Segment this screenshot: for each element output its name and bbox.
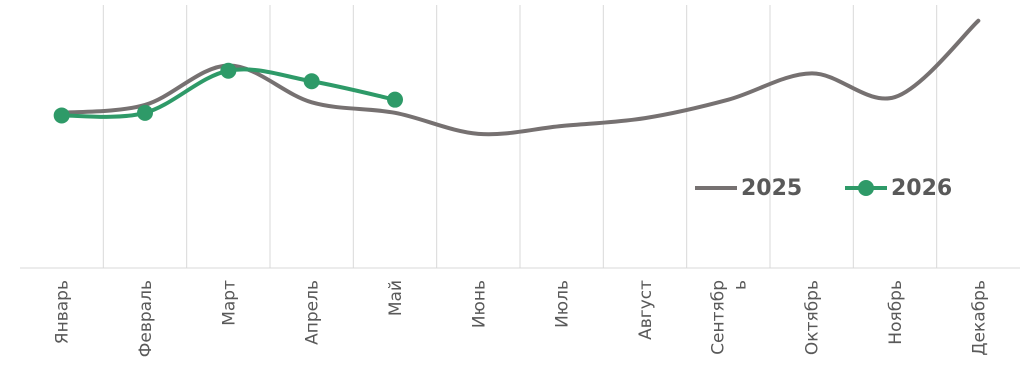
x-tick-label: Июнь — [469, 280, 489, 328]
x-tick-label: Июль — [553, 280, 573, 328]
series-line — [59, 18, 981, 137]
x-tick-label: Август — [636, 280, 656, 340]
legend-marker — [858, 180, 874, 196]
legend-label: 2025 — [741, 176, 802, 201]
x-tick-label: Октябрь — [803, 280, 823, 355]
marker — [53, 107, 70, 124]
marker — [387, 91, 403, 108]
label-line: Сентябр — [708, 280, 728, 355]
x-tick-label: Март — [219, 280, 239, 326]
label-line: ь — [730, 280, 750, 290]
x-tick-label: Январь — [53, 280, 73, 344]
x-tick-label: Ноябрь — [886, 280, 906, 345]
x-tick-label: Февраль — [136, 280, 156, 357]
marker — [137, 104, 153, 121]
legend-label: 2026 — [891, 176, 952, 201]
marker — [220, 62, 237, 79]
x-tick-label: Апрель — [303, 280, 323, 345]
x-tick-label: Май — [386, 280, 406, 316]
x-tick-label: Сентябр ь — [708, 280, 750, 355]
x-tick-label: Декабрь — [969, 280, 989, 356]
marker — [303, 73, 320, 90]
